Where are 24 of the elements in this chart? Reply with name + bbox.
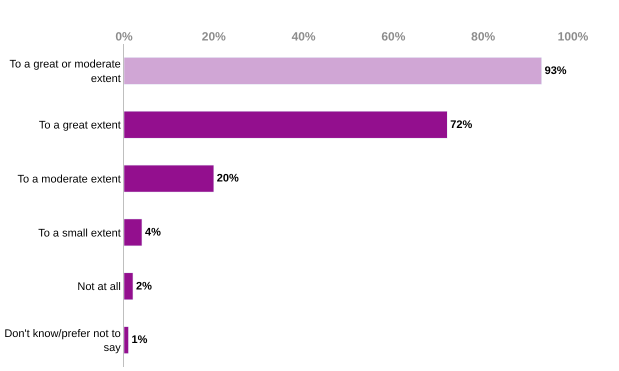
data-label: 93% [544, 64, 567, 77]
y-tick-label: Not at all [77, 281, 121, 294]
x-tick-label: 80% [471, 30, 496, 44]
y-tick-label: To a great or moderate extent [10, 58, 121, 85]
bar [124, 57, 542, 85]
y-tick-label: To a small extent [38, 227, 121, 240]
bar [124, 326, 129, 354]
x-tick-label: 40% [292, 30, 316, 44]
data-label: 1% [131, 334, 148, 346]
y-tick-label: To a great extent [38, 120, 121, 132]
y-tick-label: Don't know/prefer not to say [4, 328, 122, 354]
data-label: 72% [450, 118, 473, 131]
y-tick-label: To a moderate extent [17, 173, 121, 186]
data-label: 20% [216, 172, 240, 185]
x-tick-label: 100% [558, 30, 589, 44]
x-tick-label: 0% [115, 30, 133, 44]
bar [124, 218, 142, 246]
bar [124, 164, 214, 192]
data-label: 2% [136, 280, 152, 292]
bar [124, 111, 448, 138]
data-label: 4% [144, 226, 162, 238]
bar [124, 272, 134, 300]
x-tick-label: 20% [202, 30, 226, 44]
x-tick-label: 60% [381, 30, 406, 44]
